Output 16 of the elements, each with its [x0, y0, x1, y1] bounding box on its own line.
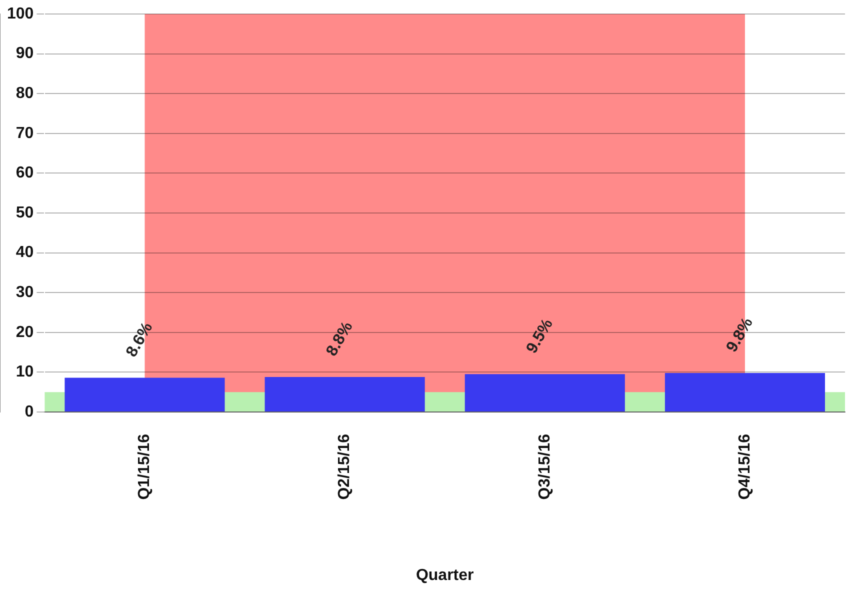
- y-tick-label: 80: [16, 85, 34, 102]
- y-tick-label: 90: [16, 45, 34, 62]
- x-axis-title: Quarter: [416, 566, 474, 584]
- y-tick-label: 20: [16, 324, 34, 341]
- y-tick-label: 40: [16, 244, 34, 262]
- x-tick-label: Q4/15/16: [736, 434, 754, 500]
- y-tick-label: 60: [16, 164, 34, 182]
- y-tick-label: 50: [16, 204, 34, 222]
- y-tick-label: 30: [16, 284, 34, 301]
- y-tick-label: 0: [24, 403, 34, 420]
- y-tick-label: 10: [16, 364, 34, 381]
- x-tick-label: Q3/15/16: [536, 434, 554, 500]
- x-tick-label: Q1/15/16: [136, 434, 154, 500]
- x-tick-label: Q2/15/16: [336, 434, 354, 500]
- y-tick-label: 100: [6, 5, 34, 22]
- y-tick-label: 70: [16, 124, 34, 142]
